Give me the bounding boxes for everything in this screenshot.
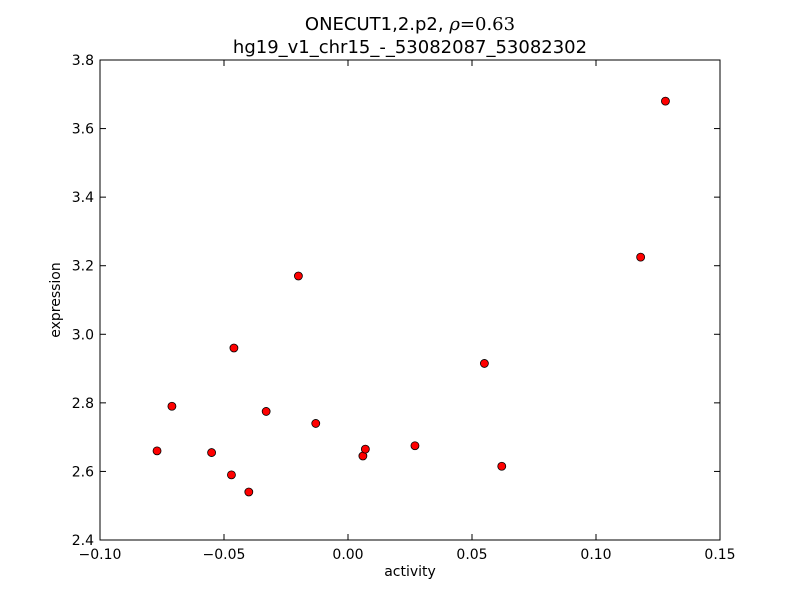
chart-title-line-2: hg19_v1_chr15_-_53082087_53082302 <box>233 37 587 58</box>
x-axis-label: activity <box>384 564 436 580</box>
data-point <box>152 446 162 456</box>
y-tick-label: 3.0 <box>72 327 94 343</box>
y-axis-label: expression <box>48 262 64 338</box>
x-tick-label: −0.10 <box>79 547 122 563</box>
data-point <box>497 461 507 471</box>
data-point <box>207 448 217 457</box>
x-tick-label: 0.00 <box>332 547 363 563</box>
data-point <box>311 419 321 428</box>
x-tick-label: 0.05 <box>456 547 487 563</box>
y-tick-label: 3.8 <box>72 53 94 69</box>
data-point <box>244 487 254 497</box>
plot-frame <box>99 59 721 541</box>
y-axis-ticks: 2.4 2.6 2.8 3.0 3.2 3.4 3.6 3.8 <box>72 53 720 549</box>
data-point <box>293 271 303 281</box>
y-tick-label: 2.6 <box>72 464 94 480</box>
x-tick-label: −0.05 <box>203 547 246 563</box>
chart-title-line-1: ONECUT1,2.p2, ρ=0.63 <box>305 14 515 35</box>
y-tick-label: 3.4 <box>72 190 94 206</box>
data-point <box>227 470 236 480</box>
rho-symbol: ρ <box>448 14 460 35</box>
y-tick-label: 3.6 <box>72 122 94 138</box>
data-point <box>410 441 420 451</box>
y-tick-label: 2.8 <box>72 396 94 412</box>
data-point <box>167 401 177 411</box>
x-tick-label: 0.15 <box>704 547 735 563</box>
x-tick-label: 0.10 <box>580 547 611 563</box>
y-tick-label: 3.2 <box>72 259 94 275</box>
data-point <box>661 96 670 106</box>
y-tick-label: 2.4 <box>72 533 94 549</box>
data-point <box>229 343 239 353</box>
data-point <box>261 407 271 416</box>
plot-area <box>99 59 721 541</box>
data-point <box>479 359 489 368</box>
x-axis-ticks: −0.10 −0.05 0.00 0.05 0.10 0.15 <box>79 60 736 563</box>
data-points <box>152 96 670 497</box>
data-point <box>360 444 370 454</box>
data-point <box>636 252 646 262</box>
